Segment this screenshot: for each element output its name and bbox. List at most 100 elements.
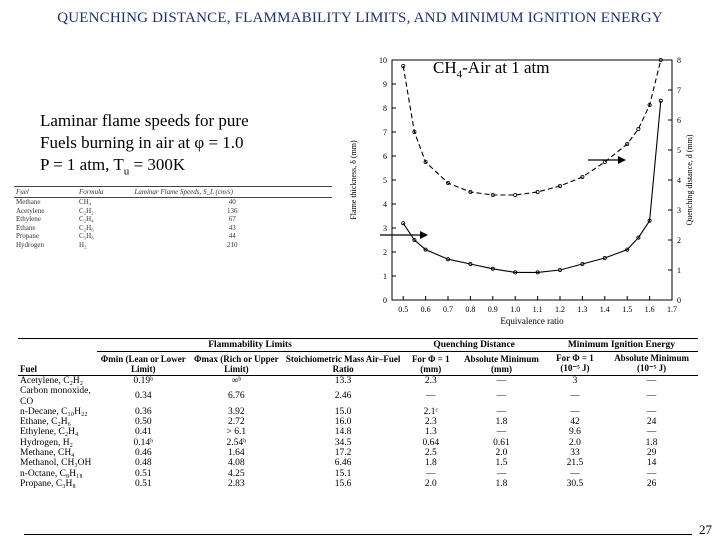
column-header-6: For Φ = 1 (10⁻⁵ J) xyxy=(544,351,606,376)
table-row: Hydrogen, H₂ 0.14ᵇ 2.54ᵇ 34.5 0.64 0.61 2.0 1.8 xyxy=(18,438,698,448)
table-cell: 136 xyxy=(227,206,238,215)
table-cell: 2.3 xyxy=(424,417,437,428)
table-cell: — xyxy=(570,406,580,417)
table-cell: C₃H₈ xyxy=(79,232,94,241)
y-tick-label: 2 xyxy=(383,248,387,257)
footer-rule xyxy=(24,534,692,535)
data-point xyxy=(658,57,663,62)
table-cell: 29 xyxy=(646,448,657,459)
y-axis-label: Flame thickness, δ (mm) xyxy=(349,140,358,220)
table-cell: — xyxy=(496,391,507,402)
y2-tick-label: 6 xyxy=(677,116,681,125)
data-point xyxy=(557,267,562,272)
column-header-5: Absolute Minimum (mm) xyxy=(458,351,545,376)
data-point xyxy=(636,127,641,132)
table-cell: 14.8 xyxy=(334,427,352,438)
table-row: Methane, CH₄ 0.46 1.64 17.2 2.5 2.0 33 29 xyxy=(18,448,698,458)
properties-table: Flammability Limits Quenching Distance Min… xyxy=(18,338,698,489)
table-cell: 0.46 xyxy=(134,448,152,459)
table-cell: n-Decane, C₁₀H₂₂ xyxy=(20,406,88,417)
table-cell: 1.8 xyxy=(495,417,508,428)
table-cell: C₂H₂ xyxy=(79,206,94,215)
table-cell: Methane, CH₄ xyxy=(20,448,75,459)
table-cell: Acetylene xyxy=(16,206,45,215)
table-cell: 1.8 xyxy=(424,458,437,469)
table-cell: — xyxy=(570,391,580,402)
data-point xyxy=(647,218,652,223)
table-cell: Propane xyxy=(16,232,39,241)
flame-speed-caption: Laminar flame speeds for pure Fuels burn… xyxy=(40,110,249,182)
chart-title: CH4-Air at 1 atm xyxy=(433,58,550,81)
y2-tick-label: 5 xyxy=(677,146,681,155)
x-tick-label: 1.2 xyxy=(555,305,565,314)
flame-speed-table: Fuel Formula Laminar Flame Speeds, S_L (cm… xyxy=(14,186,332,250)
table-cell: 2.83 xyxy=(228,478,245,489)
caption-line-3: P = 1 atm, Tu = 300K xyxy=(40,155,186,178)
table-cell: > 6.1 xyxy=(226,427,247,438)
table-cell: 3.92 xyxy=(228,406,245,417)
y-tick-label: 3 xyxy=(383,224,387,233)
table-cell: Ethane, C₂H₆ xyxy=(20,417,71,428)
y2-tick-label: 1 xyxy=(677,266,681,275)
data-point xyxy=(580,175,585,180)
table-cell: 2.0 xyxy=(424,478,437,489)
page-number: 27 xyxy=(699,522,712,537)
data-point xyxy=(412,130,417,135)
table-cell: 0.14ᵇ xyxy=(133,437,154,448)
table-row: Acetylene C₂H₂ 136 xyxy=(14,207,332,216)
table-cell: 0.41 xyxy=(134,427,152,438)
y2-axis-label: Quenching distance, d (mm) xyxy=(685,134,694,225)
group-header-0: Flammability Limits xyxy=(96,338,404,352)
table-cell: 210 xyxy=(227,240,238,249)
table-cell: 34.5 xyxy=(334,437,352,448)
table-row: Ethylene C₂H₄ 67 xyxy=(14,215,332,224)
table-cell: 0.64 xyxy=(422,437,440,448)
table-row: Propane C₃H₈ 44 xyxy=(14,232,332,241)
y-tick-label: 0 xyxy=(383,296,387,305)
table-cell: — xyxy=(496,427,507,438)
data-point xyxy=(535,270,540,275)
column-header-7: Absolute Minimum (10⁻⁵ J) xyxy=(605,351,698,376)
data-point xyxy=(535,189,540,194)
table-row: Ethane, C₂H₆ 0.50 2.72 16.0 2.3 1.8 42 24 xyxy=(18,417,698,427)
data-point xyxy=(602,160,607,165)
x-tick-label: 0.6 xyxy=(421,305,431,314)
data-point xyxy=(513,270,518,275)
data-point xyxy=(446,257,451,262)
table-cell: 1.64 xyxy=(228,448,245,459)
data-point xyxy=(423,160,428,165)
flame-speed-header-0: Fuel xyxy=(14,186,78,198)
table-cell: 1.3 xyxy=(424,427,437,438)
table-cell: 0.51 xyxy=(134,468,152,479)
table-cell: 2.5 xyxy=(424,448,437,459)
data-point xyxy=(636,235,641,240)
column-header-4: For Φ = 1 (mm) xyxy=(403,351,459,376)
table-cell: 14 xyxy=(646,458,657,469)
table-cell: Propane, C₃H₈ xyxy=(20,478,76,489)
flame-speed-header-2: Laminar Flame Speeds, S_L (cm/s) xyxy=(132,186,332,198)
table-cell: 15.0 xyxy=(334,406,352,417)
slide-title: QUENCHING DISTANCE, FLAMMABILITY LIMITS,… xyxy=(57,10,663,26)
data-point xyxy=(625,247,630,252)
table-cell: Methane xyxy=(16,198,41,206)
table-cell: Ethylene, C₂H₄ xyxy=(20,427,79,438)
column-header-1: Φmin (Lean or Lower Limit) xyxy=(96,351,190,376)
data-point xyxy=(412,237,417,242)
table-cell: Carbon monoxide, CO xyxy=(20,386,91,407)
group-header-blank xyxy=(18,338,97,352)
y2-tick-label: 0 xyxy=(677,296,681,305)
table-cell: 43 xyxy=(228,223,236,232)
table-cell: — xyxy=(426,468,436,479)
table-cell: 15.1 xyxy=(334,468,352,479)
flame-speed-header-1: Formula xyxy=(77,186,133,198)
table-cell: 40 xyxy=(228,198,236,206)
table-row: Methanol, CH₃OH 0.48 4.08 6.46 1.8 1.5 21.5 14 xyxy=(18,458,698,468)
table-cell: 4.08 xyxy=(228,458,245,469)
table-cell: C₂H₆ xyxy=(79,223,94,232)
caption-line-1: Laminar flame speeds for pure xyxy=(40,111,249,130)
table-cell: Acetylene, C₂H₂ xyxy=(20,376,84,386)
table-cell: 0.61 xyxy=(493,437,510,448)
table-cell: 4.25 xyxy=(228,468,245,479)
data-point xyxy=(647,103,652,108)
data-point xyxy=(468,261,473,266)
